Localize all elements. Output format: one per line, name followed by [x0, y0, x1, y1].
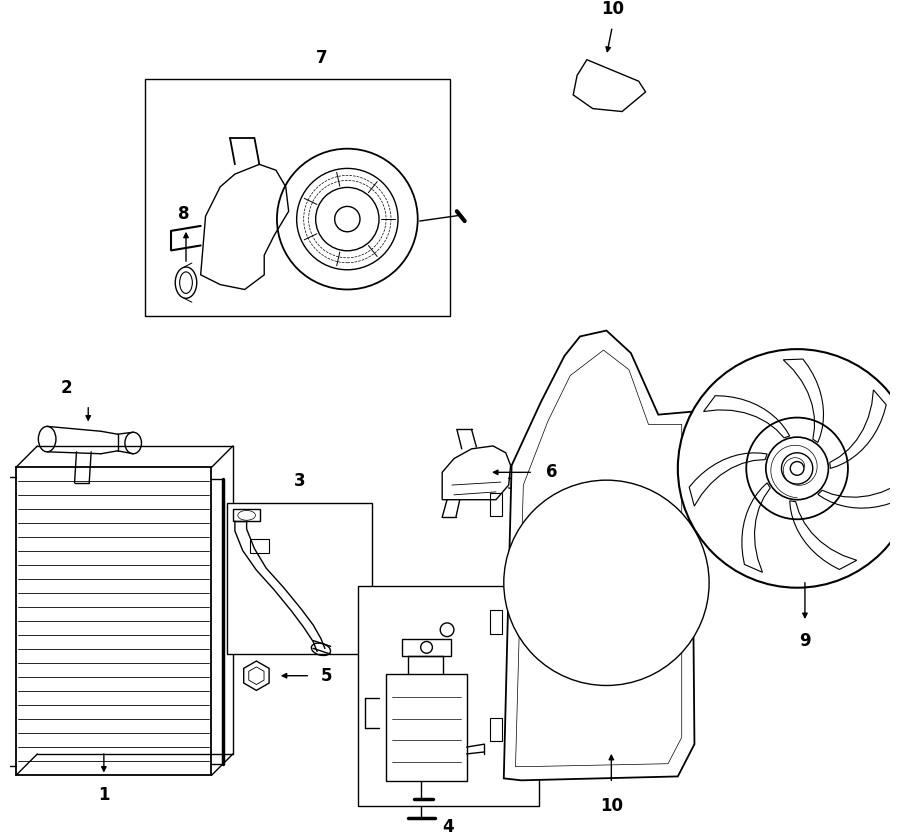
Text: 10: 10: [599, 797, 623, 815]
Bar: [227, 503, 372, 654]
Polygon shape: [504, 330, 695, 780]
Bar: [16, 468, 212, 775]
Bar: [386, 674, 466, 781]
Polygon shape: [573, 59, 645, 111]
Bar: [233, 510, 260, 521]
Text: 2: 2: [61, 380, 73, 397]
Text: 10: 10: [601, 0, 624, 18]
Text: 7: 7: [316, 49, 328, 67]
Text: 9: 9: [799, 633, 811, 650]
Bar: [358, 586, 539, 806]
Bar: [249, 539, 269, 552]
Text: 3: 3: [293, 472, 305, 490]
Circle shape: [678, 349, 900, 587]
Text: 5: 5: [321, 667, 332, 685]
Text: 8: 8: [178, 205, 190, 223]
Text: 4: 4: [443, 818, 454, 836]
Circle shape: [504, 480, 709, 685]
Bar: [145, 80, 450, 316]
Text: 1: 1: [98, 786, 110, 804]
Bar: [402, 639, 451, 656]
Text: 6: 6: [546, 463, 557, 481]
